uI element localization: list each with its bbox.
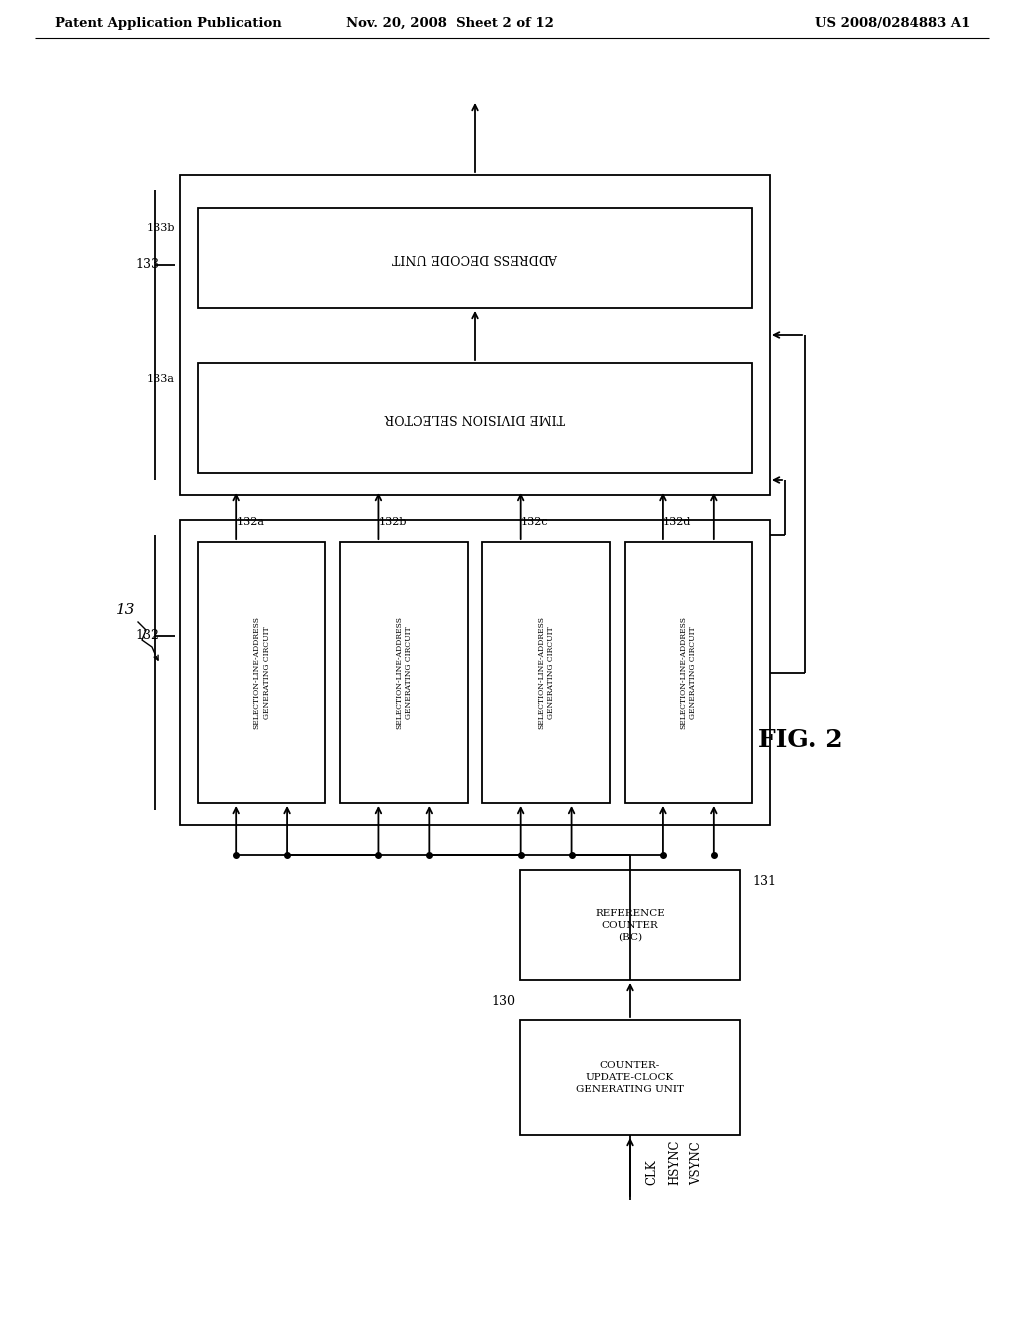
Text: HSYNC: HSYNC (668, 1139, 681, 1185)
Text: 132d: 132d (663, 517, 691, 527)
Text: COUNTER-
UPDATE-CLOCK
GENERATING UNIT: COUNTER- UPDATE-CLOCK GENERATING UNIT (575, 1061, 684, 1094)
Bar (520, 870, 740, 979)
Text: VSYNC: VSYNC (690, 1142, 703, 1185)
Bar (180, 176, 770, 495)
Text: SELECTION-LINE-ADDRESS
GENERATING CIRCUIT: SELECTION-LINE-ADDRESS GENERATING CIRCUI… (680, 616, 697, 729)
Bar (625, 543, 752, 803)
Text: Nov. 20, 2008  Sheet 2 of 12: Nov. 20, 2008 Sheet 2 of 12 (346, 16, 554, 29)
Text: SELECTION-LINE-ADDRESS
GENERATING CIRCUIT: SELECTION-LINE-ADDRESS GENERATING CIRCUI… (395, 616, 413, 729)
Bar (340, 543, 468, 803)
Text: 132c: 132c (520, 517, 548, 527)
Text: 13: 13 (116, 603, 135, 616)
Bar (198, 363, 752, 473)
Text: US 2008/0284883 A1: US 2008/0284883 A1 (815, 16, 970, 29)
Text: SELECTION-LINE-ADDRESS
GENERATING CIRCUIT: SELECTION-LINE-ADDRESS GENERATING CIRCUI… (538, 616, 555, 729)
Text: CLK: CLK (645, 1159, 658, 1185)
Text: 133: 133 (135, 259, 159, 271)
Text: 133b: 133b (146, 223, 175, 234)
Bar (482, 543, 609, 803)
Text: TIME DIVISION SELECTOR: TIME DIVISION SELECTOR (385, 412, 565, 425)
Bar (520, 1020, 740, 1135)
Text: 133a: 133a (147, 375, 175, 384)
Text: ADDRESS DECODE UNIT: ADDRESS DECODE UNIT (392, 252, 558, 264)
Text: 132: 132 (135, 630, 159, 643)
Text: Patent Application Publication: Patent Application Publication (55, 16, 282, 29)
Text: 130: 130 (490, 995, 515, 1008)
Text: 131: 131 (752, 875, 776, 888)
Bar (180, 520, 770, 825)
Text: 132b: 132b (379, 517, 407, 527)
Text: REFERENCE
COUNTER
(BC): REFERENCE COUNTER (BC) (595, 908, 665, 941)
Text: 132a: 132a (237, 517, 264, 527)
Text: SELECTION-LINE-ADDRESS
GENERATING CIRCUIT: SELECTION-LINE-ADDRESS GENERATING CIRCUI… (253, 616, 270, 729)
Text: FIG. 2: FIG. 2 (758, 729, 843, 752)
Bar (198, 209, 752, 308)
Bar (198, 543, 326, 803)
